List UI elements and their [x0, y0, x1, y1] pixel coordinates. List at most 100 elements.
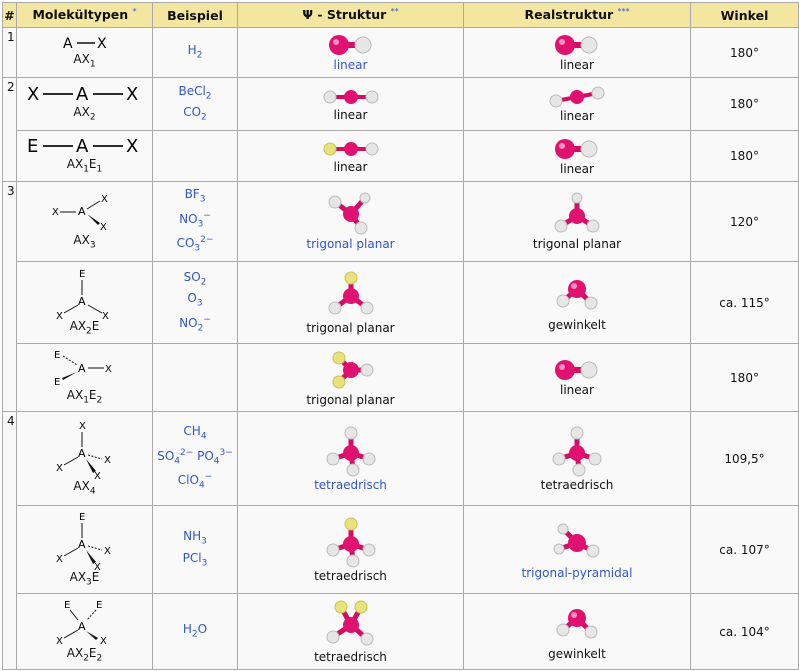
molecule-model-image: [553, 523, 600, 558]
molecule-type-label: AX2: [73, 105, 96, 123]
angle-cell: 109,5°: [690, 411, 799, 506]
footnote-link[interactable]: ***: [617, 7, 630, 17]
molecule-model-image: [556, 609, 598, 639]
real-structure-cell: linear: [463, 27, 691, 78]
lewis-schematic: E A X: [27, 136, 138, 157]
svg-text:E: E: [96, 600, 102, 611]
molecule-model-image: [328, 192, 370, 235]
molecule-type-label: AX1: [73, 51, 96, 70]
svg-text:X: X: [104, 546, 111, 557]
svg-text:X: X: [101, 194, 108, 205]
footnote-link[interactable]: *: [132, 7, 137, 17]
header-example: Beispiel: [152, 2, 238, 28]
molecule-type-cell: E A X X AX2E: [16, 261, 153, 344]
example-cell: BeCl2 CO2: [152, 77, 238, 131]
svg-text:X: X: [56, 311, 63, 319]
molecule-model-image: [554, 192, 600, 233]
angle-cell: ca. 107°: [690, 505, 799, 594]
lewis-schematic: A X: [63, 36, 107, 52]
svg-text:X: X: [56, 636, 63, 646]
svg-text:X: X: [27, 84, 39, 105]
example-link[interactable]: CO32−: [176, 235, 214, 254]
example-link[interactable]: CH4: [183, 424, 207, 442]
svg-text:A: A: [76, 136, 89, 157]
group-number: 2: [2, 77, 17, 182]
molecule-type-cell: X A X AX2: [16, 77, 153, 131]
example-link[interactable]: NO2−: [179, 314, 211, 334]
example-link[interactable]: BF3: [184, 187, 206, 205]
table-row: E A X X AX2E SO2 O3 NO2−: [3, 261, 799, 344]
svg-text:X: X: [97, 36, 107, 52]
group-number: 1: [2, 27, 17, 78]
example-link[interactable]: SO42− PO43−: [157, 447, 233, 467]
svg-text:E: E: [54, 350, 60, 361]
angle-cell: 180°: [690, 77, 799, 131]
molecule-model-image: [555, 360, 598, 380]
header-real-structure: Realstruktur ***: [463, 2, 691, 28]
svg-text:X: X: [100, 636, 107, 646]
molecule-type-label: AX3: [73, 232, 96, 251]
angle-cell: ca. 115°: [690, 261, 799, 344]
example-link[interactable]: NO3−: [179, 210, 211, 230]
group-number: 3: [2, 181, 17, 412]
psi-structure-cell: trigonal planar: [237, 181, 464, 262]
header-num: #: [2, 2, 17, 28]
example-cell: [152, 130, 238, 182]
example-link[interactable]: ClO4−: [177, 472, 213, 491]
svg-text:X: X: [52, 207, 59, 218]
example-link[interactable]: O3: [187, 291, 203, 309]
example-link[interactable]: PCl3: [182, 550, 208, 568]
molecule-type-label: AX2E: [69, 318, 100, 337]
header-angle: Winkel: [690, 2, 799, 28]
angle-cell: 180°: [690, 343, 799, 412]
footnote-link[interactable]: **: [390, 7, 399, 17]
molecule-type-cell: E A X AX1E1: [16, 130, 153, 182]
header-row: # Molekültypen * Beispiel Ψ - Struktur *…: [2, 2, 799, 28]
svg-text:A: A: [63, 36, 73, 52]
psi-structure-label[interactable]: linear: [333, 58, 368, 72]
angle-cell: ca. 104°: [690, 593, 799, 670]
svg-text:E: E: [79, 512, 85, 523]
psi-structure-label: trigonal planar: [306, 321, 395, 335]
psi-structure-cell: tetraedrisch: [237, 505, 464, 594]
molecule-model-image: [555, 138, 598, 159]
svg-text:E: E: [54, 377, 60, 388]
example-link[interactable]: BeCl2: [178, 83, 212, 101]
molecule-type-cell: X A X X X AX4: [16, 411, 153, 506]
example-link[interactable]: H2: [187, 42, 203, 61]
molecule-type-label: AX4: [73, 478, 96, 497]
example-cell: H2O: [152, 593, 238, 670]
molecule-model-image: [323, 89, 378, 104]
real-structure-cell: gewinkelt: [463, 593, 691, 670]
lewis-schematic: X A X X X: [56, 421, 111, 479]
molecule-model-image: [323, 141, 378, 156]
svg-text:X: X: [94, 471, 101, 479]
svg-text:E: E: [27, 136, 38, 157]
molecule-model-image: [326, 426, 375, 477]
real-structure-label: trigonal planar: [532, 237, 622, 251]
svg-text:X: X: [56, 463, 63, 474]
example-link[interactable]: SO2: [183, 269, 207, 288]
svg-text:A: A: [78, 620, 86, 633]
psi-structure-label[interactable]: tetraedrisch: [314, 478, 387, 492]
psi-structure-cell: tetraedrisch: [237, 411, 464, 506]
psi-structure-label[interactable]: trigonal planar: [306, 237, 395, 251]
molecule-model-image: [328, 271, 373, 315]
table-row: 4 X A X X X AX4 CH4 SO42− PO43− ClO: [2, 411, 799, 670]
svg-text:X: X: [56, 554, 63, 565]
psi-structure-label: linear: [333, 159, 368, 174]
molecule-type-cell: E A X X X AX3E: [16, 505, 153, 594]
svg-text:E: E: [79, 269, 85, 280]
angle-cell: 180°: [690, 27, 799, 78]
real-structure-label[interactable]: trigonal-pyramidal: [521, 566, 633, 580]
example-link[interactable]: H2O: [182, 621, 208, 640]
molecule-type-cell: A X AX1: [16, 27, 153, 78]
table-row: E A X X X AX3E NH3 PCl3: [3, 505, 799, 594]
example-link[interactable]: NH3: [183, 529, 207, 547]
svg-text:X: X: [102, 311, 109, 319]
group-number: 4: [2, 411, 17, 670]
molecule-type-label: AX1E2: [66, 387, 103, 406]
example-link[interactable]: CO2: [183, 105, 207, 123]
real-structure-cell: linear: [463, 130, 691, 182]
real-structure-cell: linear: [463, 77, 691, 131]
